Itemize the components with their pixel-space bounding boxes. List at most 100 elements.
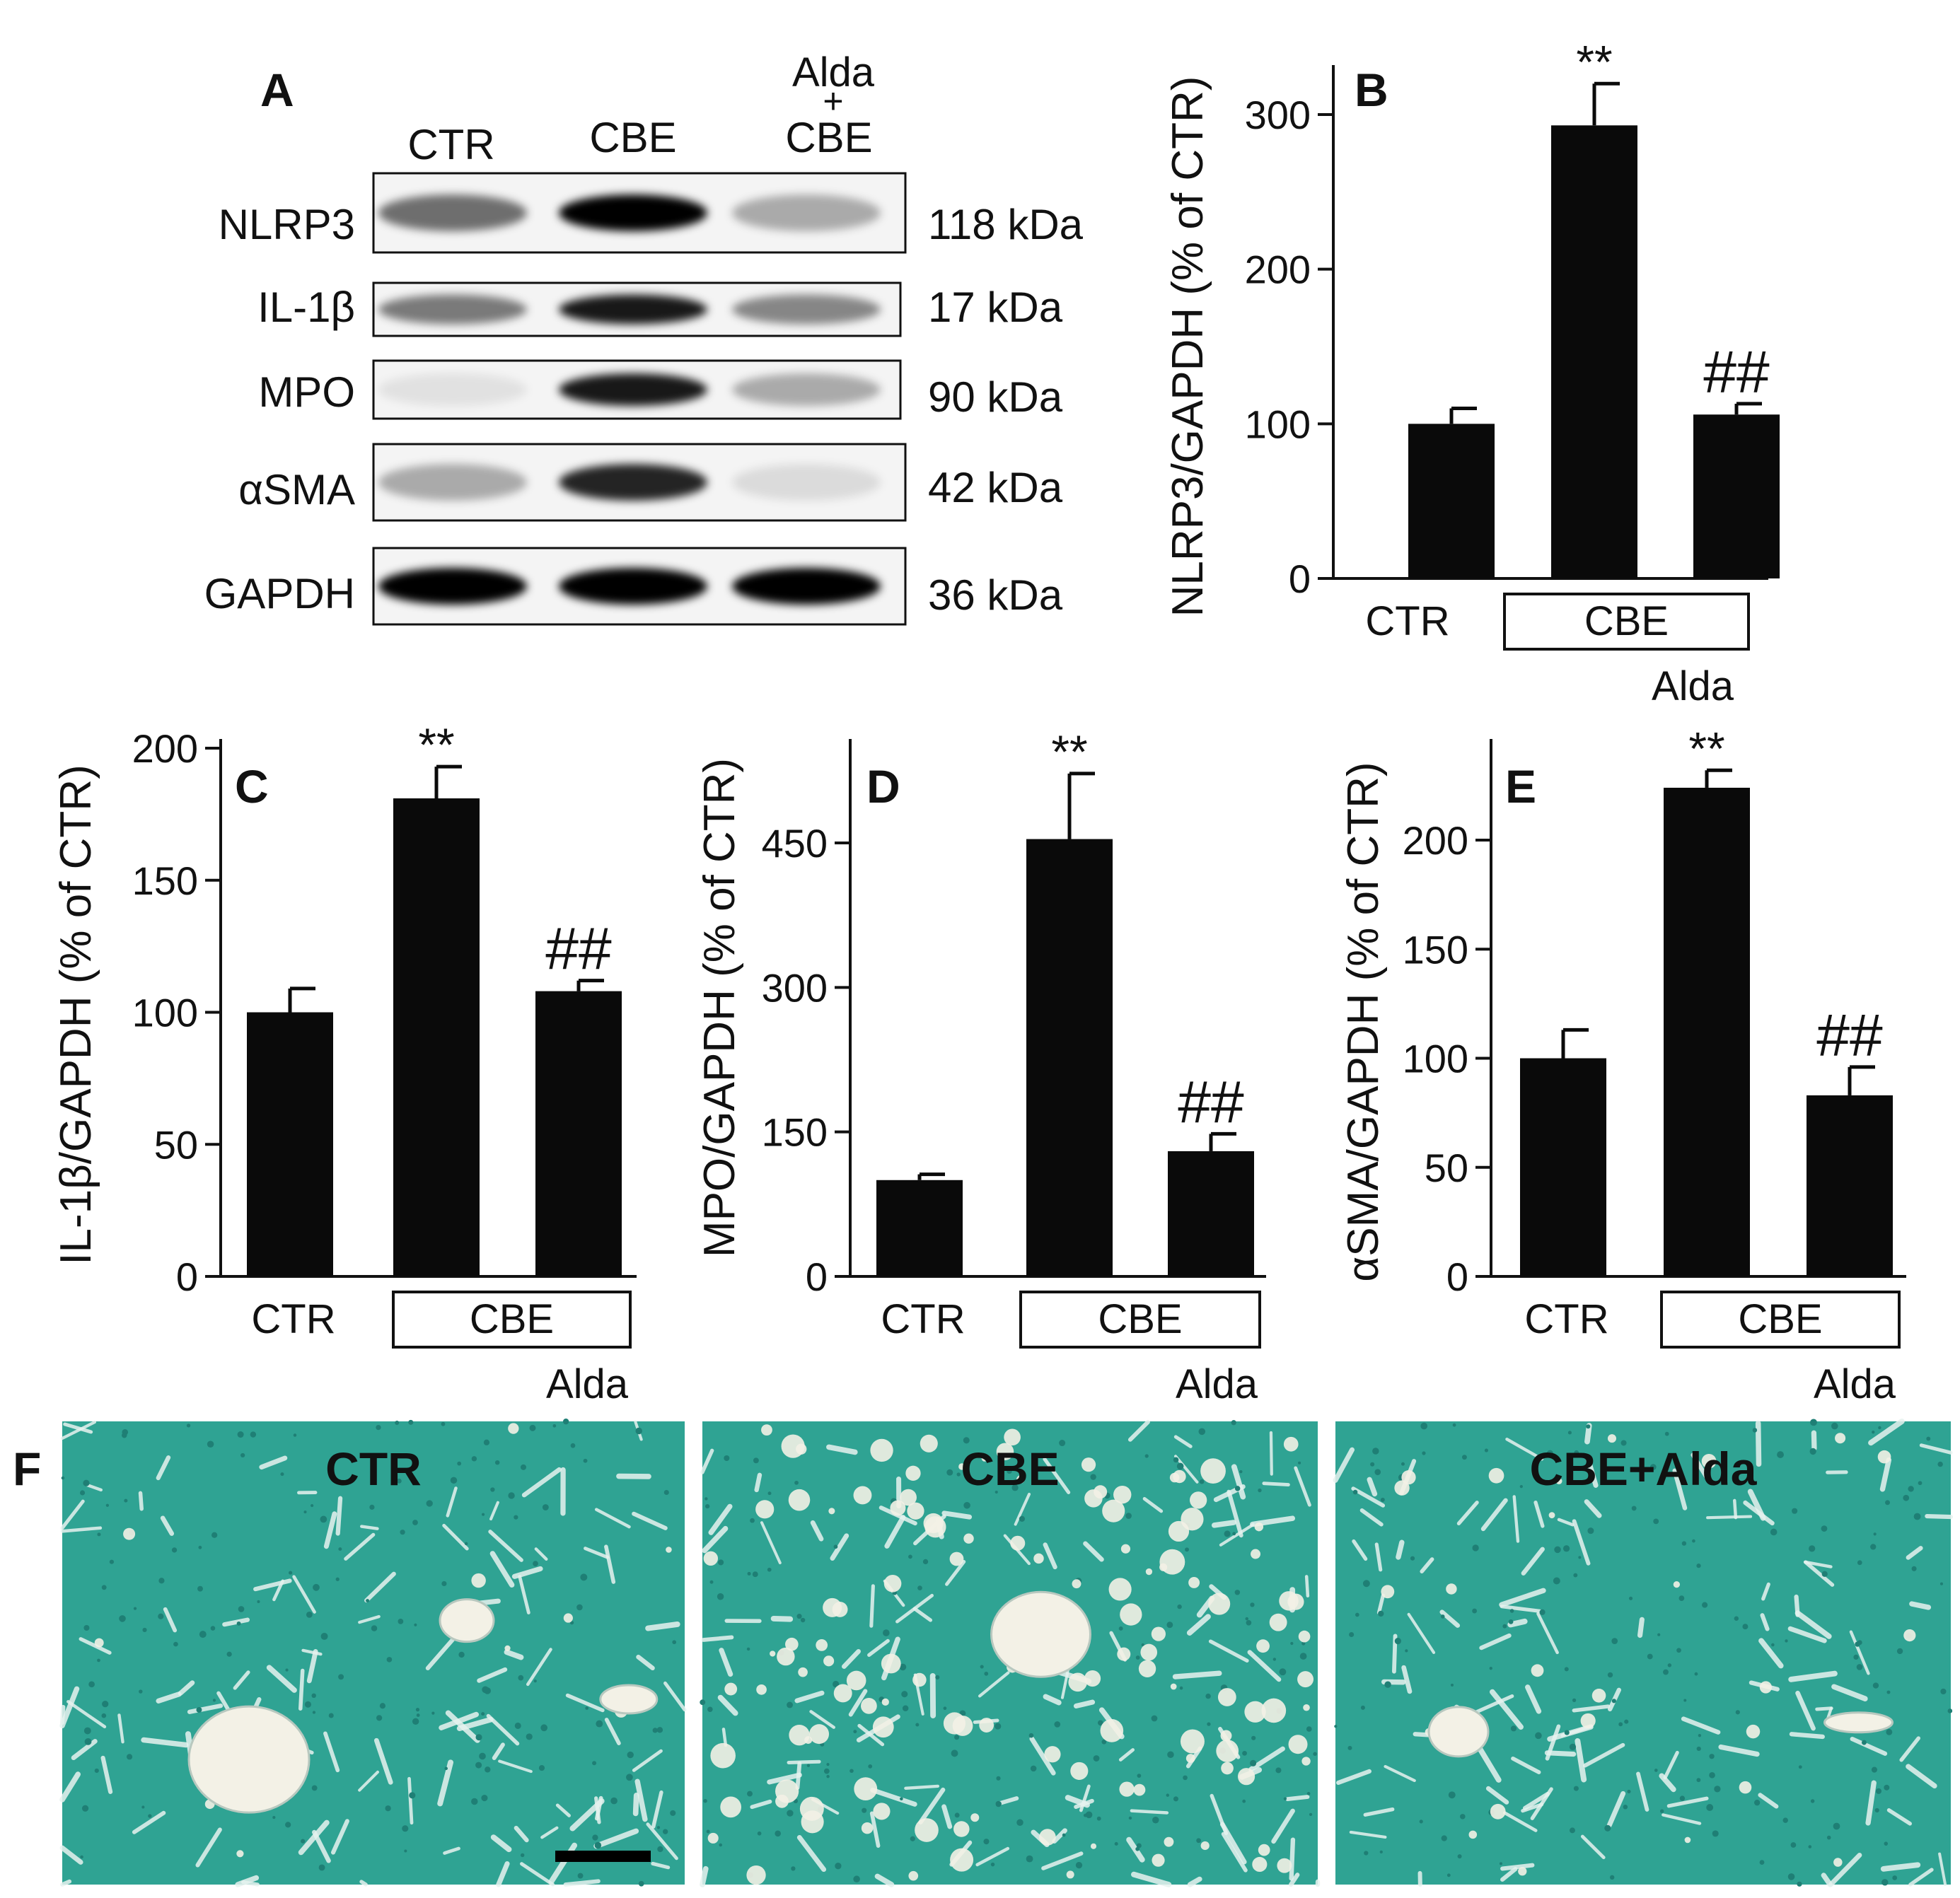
nucleus: [520, 1464, 526, 1470]
nucleus: [402, 1825, 409, 1832]
vacuole: [799, 1796, 824, 1821]
sinusoid: [1760, 1613, 1770, 1631]
sinusoid: [1376, 1593, 1385, 1615]
nucleus: [1279, 1668, 1287, 1676]
histology-background: [62, 1421, 685, 1885]
sinusoid: [1788, 1670, 1838, 1682]
significance-mark: **: [418, 718, 454, 771]
nucleus: [1810, 1799, 1815, 1803]
nucleus: [1128, 1816, 1132, 1820]
nucleus: [148, 1814, 152, 1818]
sinusoid: [1938, 1852, 1947, 1887]
blot-band: [559, 464, 707, 501]
nucleus: [719, 1843, 723, 1847]
vacuole: [710, 1742, 736, 1769]
vacuole: [1004, 1428, 1021, 1446]
sinusoid: [1732, 1498, 1738, 1520]
sinusoid: [1359, 1508, 1384, 1527]
blot-protein-label: NLRP3: [219, 201, 355, 248]
blot-lane-cbe-combined: CBE: [785, 114, 872, 161]
nucleus: [1624, 1719, 1629, 1724]
nucleus: [376, 1715, 383, 1721]
nucleus: [1410, 1556, 1415, 1561]
nucleus: [796, 1614, 802, 1619]
sinusoid: [60, 1526, 103, 1533]
nucleus: [922, 1559, 929, 1565]
vacuole: [1102, 1499, 1125, 1523]
y-tick-label: 200: [1403, 818, 1468, 863]
vacuole: [1297, 1671, 1314, 1688]
nucleus: [787, 1810, 794, 1817]
group-label-cbe: CBE: [470, 1296, 554, 1342]
nucleus: [1810, 1419, 1817, 1426]
nucleus: [542, 1504, 549, 1510]
group-label-alda: Alda: [1814, 1361, 1896, 1407]
nucleus: [171, 1547, 178, 1553]
nucleus: [910, 1836, 915, 1841]
nucleus: [311, 1785, 318, 1791]
vacuole: [1189, 1491, 1207, 1509]
y-tick-label: 50: [1425, 1146, 1468, 1190]
nucleus: [395, 1421, 400, 1426]
vacuole: [1070, 1762, 1089, 1780]
sinusoid: [60, 1420, 97, 1440]
nucleus: [1681, 1541, 1687, 1546]
blot-band: [559, 568, 707, 605]
sinusoid: [632, 1511, 668, 1530]
sinusoid: [1127, 1419, 1150, 1442]
sinusoid: [750, 1799, 772, 1810]
sinusoid: [163, 1607, 178, 1633]
nucleus: [479, 1752, 486, 1760]
nucleus: [97, 1532, 101, 1537]
nucleus: [1628, 1596, 1633, 1600]
nucleus: [1618, 1722, 1623, 1727]
vacuole: [1261, 1698, 1287, 1723]
nucleus: [592, 1834, 598, 1841]
nucleus: [1735, 1710, 1740, 1715]
y-axis-label: αSMA/GAPDH (% of CTR): [1339, 762, 1388, 1281]
nucleus: [800, 1617, 806, 1623]
nucleus: [1062, 1833, 1066, 1837]
vacuole: [1684, 1836, 1691, 1844]
nucleus: [1246, 1619, 1252, 1626]
sinusoid: [407, 1776, 414, 1825]
nucleus: [211, 1532, 218, 1538]
nucleus: [1647, 1653, 1653, 1660]
nucleus: [1362, 1580, 1370, 1588]
vacuole: [950, 1848, 974, 1872]
sinusoid: [253, 1578, 292, 1592]
vacuole: [1401, 1470, 1416, 1485]
sinusoid: [646, 1822, 678, 1861]
group-label-ctr: CTR: [251, 1296, 335, 1342]
vessel-lumen: [1823, 1711, 1894, 1734]
sinusoid: [1899, 1736, 1920, 1762]
group-label-ctr: CTR: [881, 1296, 965, 1342]
nucleus: [431, 1711, 435, 1715]
nucleus: [709, 1580, 714, 1584]
nucleus: [1809, 1448, 1816, 1455]
nucleus: [1166, 1622, 1173, 1629]
sinusoid: [60, 1879, 72, 1887]
nucleus: [1678, 1595, 1685, 1601]
sinusoid: [360, 1525, 379, 1530]
vacuole: [949, 1551, 964, 1566]
sinusoid: [1521, 1547, 1545, 1576]
nucleus: [416, 1713, 420, 1717]
vacuole: [471, 1573, 486, 1588]
sinusoid: [975, 1846, 1010, 1867]
nucleus: [657, 1846, 663, 1853]
vacuole: [1468, 1830, 1478, 1839]
sinusoid: [1691, 1452, 1710, 1480]
nucleus: [1692, 1539, 1695, 1543]
nucleus: [596, 1720, 603, 1728]
sinusoid: [259, 1455, 288, 1470]
blot-kda-label: 17 kDa: [928, 284, 1063, 331]
sinusoid: [437, 1759, 454, 1807]
nucleus: [662, 1829, 668, 1834]
nucleus: [1821, 1571, 1828, 1577]
panel-d-mpo-chart: D 0 150 300 450 MPO/GAPDH (% of CTR) ** ## CTR CB…: [695, 726, 1266, 1407]
nucleus: [450, 1477, 458, 1484]
nucleus: [917, 1585, 922, 1590]
nucleus: [1245, 1617, 1248, 1621]
nucleus: [791, 1866, 796, 1871]
